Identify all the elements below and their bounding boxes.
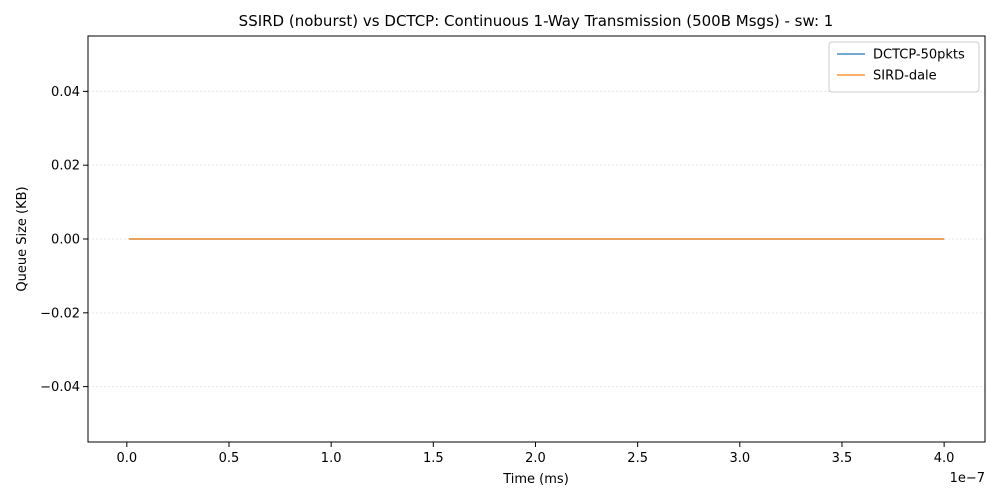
legend-label: DCTCP-50pkts <box>873 48 965 63</box>
legend: DCTCP-50pkts SIRD-dale <box>828 41 980 93</box>
y-tick-label: 0.02 <box>51 159 80 174</box>
x-tick-label: 3.0 <box>729 451 750 466</box>
x-offset-text: 1e−7 <box>950 471 985 486</box>
x-tick-label: 0.5 <box>219 451 240 466</box>
legend-label: SIRD-dale <box>873 69 937 84</box>
y-axis-label: Queue Size (KB) <box>15 186 30 291</box>
x-tick-label: 1.5 <box>423 451 444 466</box>
x-axis: 0.0 0.5 1.0 1.5 2.0 2.5 3.0 3.5 4.0 <box>116 442 954 466</box>
y-tick-label: 0.00 <box>51 233 80 248</box>
x-tick-label: 2.5 <box>627 451 648 466</box>
x-tick-label: 2.0 <box>525 451 546 466</box>
y-tick-label: −0.04 <box>40 380 80 395</box>
chart-title: SSIRD (noburst) vs DCTCP: Continuous 1-W… <box>239 12 834 30</box>
x-tick-label: 3.5 <box>832 451 853 466</box>
y-tick-label: −0.02 <box>40 306 80 321</box>
y-axis: −0.04 −0.02 0.00 0.02 0.04 <box>40 85 88 395</box>
x-tick-label: 0.0 <box>116 451 137 466</box>
x-tick-label: 1.0 <box>321 451 342 466</box>
x-axis-label: Time (ms) <box>502 472 569 487</box>
x-tick-label: 4.0 <box>934 451 955 466</box>
y-tick-label: 0.04 <box>51 85 80 100</box>
legend-box <box>828 41 980 93</box>
